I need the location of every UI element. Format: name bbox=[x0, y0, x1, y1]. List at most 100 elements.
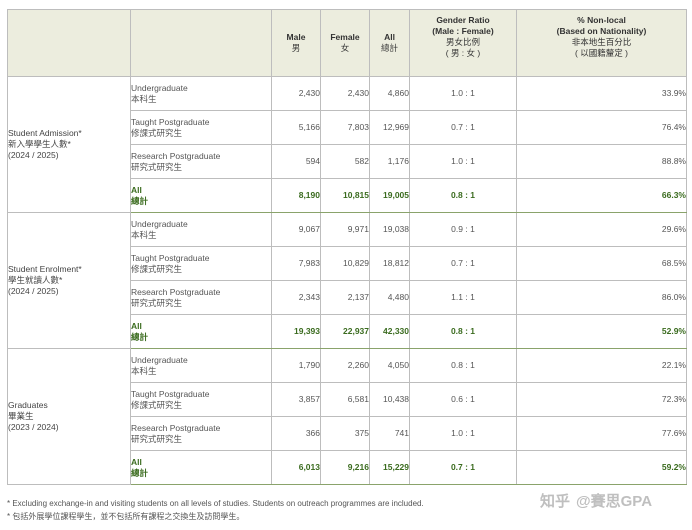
study-level: Undergraduate 本科生 bbox=[130, 76, 272, 111]
cell-nonlocal: 76.4% bbox=[516, 110, 687, 145]
study-level-zh: 總計 bbox=[131, 331, 149, 342]
cell-ratio: 0.8 : 1 bbox=[409, 348, 517, 383]
cell-all: 4,480 bbox=[369, 280, 410, 315]
cell-female: 10,815 bbox=[320, 178, 370, 213]
cell-male: 7,983 bbox=[271, 246, 321, 281]
cell-male: 1,790 bbox=[271, 348, 321, 383]
study-level-en: Undergraduate bbox=[131, 218, 188, 229]
watermark-platform: 知乎 bbox=[540, 493, 571, 510]
cell-female: 6,581 bbox=[320, 382, 370, 417]
cell-all: 15,229 bbox=[369, 450, 410, 485]
footnotes: * Excluding exchange-in and visiting stu… bbox=[7, 497, 424, 523]
footnote-chinese: * 包括外展學位課程學生，並不包括所有課程之交換生及訪問學生。 bbox=[7, 512, 245, 521]
study-level-zh: 本科生 bbox=[131, 229, 157, 240]
cell-all: 1,176 bbox=[369, 144, 410, 179]
cell-male: 9,067 bbox=[271, 212, 321, 247]
group-period: (2023 / 2024) bbox=[8, 422, 59, 432]
cell-ratio: 0.7 : 1 bbox=[409, 110, 517, 145]
cell-all: 19,005 bbox=[369, 178, 410, 213]
cell-nonlocal: 68.5% bbox=[516, 246, 687, 281]
cell-all: 4,050 bbox=[369, 348, 410, 383]
cell-male: 6,013 bbox=[271, 450, 321, 485]
study-level-en: Undergraduate bbox=[131, 354, 188, 365]
header-female: Female 女 bbox=[320, 9, 370, 77]
cell-ratio: 1.0 : 1 bbox=[409, 76, 517, 111]
cell-ratio: 0.9 : 1 bbox=[409, 212, 517, 247]
group-title: Graduates bbox=[8, 400, 48, 410]
cell-male: 3,857 bbox=[271, 382, 321, 417]
cell-female: 7,803 bbox=[320, 110, 370, 145]
header-all: All 總計 bbox=[369, 9, 410, 77]
study-level: Research Postgraduate 研究式研究生 bbox=[130, 416, 272, 451]
study-level-zh: 本科生 bbox=[131, 365, 157, 376]
cell-nonlocal: 22.1% bbox=[516, 348, 687, 383]
study-level-zh: 研究式研究生 bbox=[131, 433, 183, 444]
study-level-en: Research Postgraduate bbox=[131, 422, 221, 433]
study-level-en: Taught Postgraduate bbox=[131, 116, 210, 127]
table-row: Graduates 畢業生 (2023 / 2024) Undergraduate 本科… bbox=[7, 348, 687, 485]
group-title: Student Enrolment* bbox=[8, 264, 82, 274]
cell-female: 2,430 bbox=[320, 76, 370, 111]
table-row: Research Postgraduate 研究式研究生 366 375 741 1.0 … bbox=[8, 416, 687, 451]
study-level-zh: 總計 bbox=[131, 467, 149, 478]
cell-nonlocal: 33.9% bbox=[516, 76, 687, 111]
study-level-zh: 本科生 bbox=[131, 93, 157, 104]
table-total-row: All 總計 8,190 10,815 19,005 0.8 : 1 66.3% bbox=[8, 178, 687, 213]
cell-ratio: 1.0 : 1 bbox=[409, 416, 517, 451]
study-level-zh: 修課式研究生 bbox=[131, 127, 183, 138]
header-non-local: % Non-local (Based on Nationality) 非本地生百… bbox=[516, 9, 687, 77]
header-blank-level bbox=[130, 9, 272, 77]
group-period: (2024 / 2025) bbox=[8, 150, 59, 160]
study-level: All 總計 bbox=[130, 314, 272, 349]
study-level-zh: 研究式研究生 bbox=[131, 161, 183, 172]
group-title-zh: 學生就讀人數* bbox=[8, 275, 63, 285]
cell-ratio: 1.0 : 1 bbox=[409, 144, 517, 179]
cell-all: 10,438 bbox=[369, 382, 410, 417]
header-gender-ratio: Gender Ratio (Male : Female) 男女比例 ( 男 : … bbox=[409, 9, 517, 77]
group-title-zh: 畢業生 bbox=[8, 411, 34, 421]
study-level-en: Research Postgraduate bbox=[131, 286, 221, 297]
cell-nonlocal: 88.8% bbox=[516, 144, 687, 179]
study-level-zh: 修課式研究生 bbox=[131, 399, 183, 410]
cell-ratio: 0.8 : 1 bbox=[409, 314, 517, 349]
study-level-en: Taught Postgraduate bbox=[131, 252, 210, 263]
study-level: Undergraduate 本科生 bbox=[130, 212, 272, 247]
group-period: (2024 / 2025) bbox=[8, 286, 59, 296]
table-row: Student Enrolment* 學生就讀人數* (2024 / 2025) Un… bbox=[7, 212, 687, 349]
cell-female: 22,937 bbox=[320, 314, 370, 349]
study-level-zh: 研究式研究生 bbox=[131, 297, 183, 308]
group-label: Graduates 畢業生 (2023 / 2024) bbox=[7, 348, 131, 485]
table-row: Student Admission* 新入學學生人數* (2024 / 2025) U… bbox=[7, 76, 687, 213]
study-level-zh: 總計 bbox=[131, 195, 149, 206]
cell-male: 5,166 bbox=[271, 110, 321, 145]
study-level-en: All bbox=[131, 184, 142, 195]
cell-female: 9,216 bbox=[320, 450, 370, 485]
cell-all: 19,038 bbox=[369, 212, 410, 247]
cell-nonlocal: 72.3% bbox=[516, 382, 687, 417]
cell-male: 8,190 bbox=[271, 178, 321, 213]
study-level-en: Undergraduate bbox=[131, 82, 188, 93]
cell-male: 2,430 bbox=[271, 76, 321, 111]
header-male: Male 男 bbox=[271, 9, 321, 77]
group-title: Student Admission* bbox=[8, 128, 82, 138]
cell-nonlocal: 77.6% bbox=[516, 416, 687, 451]
study-level: Undergraduate 本科生 bbox=[130, 348, 272, 383]
cell-nonlocal: 59.2% bbox=[516, 450, 687, 485]
cell-ratio: 0.7 : 1 bbox=[409, 450, 517, 485]
cell-female: 10,829 bbox=[320, 246, 370, 281]
header-blank-group bbox=[7, 9, 131, 77]
cell-ratio: 0.7 : 1 bbox=[409, 246, 517, 281]
cell-all: 741 bbox=[369, 416, 410, 451]
cell-all: 12,969 bbox=[369, 110, 410, 145]
study-level-en: All bbox=[131, 320, 142, 331]
table-total-row: All 總計 6,013 9,216 15,229 0.7 : 1 59.2% bbox=[8, 450, 687, 485]
cell-all: 18,812 bbox=[369, 246, 410, 281]
cell-ratio: 0.8 : 1 bbox=[409, 178, 517, 213]
cell-ratio: 1.1 : 1 bbox=[409, 280, 517, 315]
study-level-en: Research Postgraduate bbox=[131, 150, 221, 161]
footnote-english: * Excluding exchange-in and visiting stu… bbox=[7, 499, 424, 508]
cell-nonlocal: 86.0% bbox=[516, 280, 687, 315]
cell-nonlocal: 52.9% bbox=[516, 314, 687, 349]
cell-female: 582 bbox=[320, 144, 370, 179]
cell-male: 594 bbox=[271, 144, 321, 179]
